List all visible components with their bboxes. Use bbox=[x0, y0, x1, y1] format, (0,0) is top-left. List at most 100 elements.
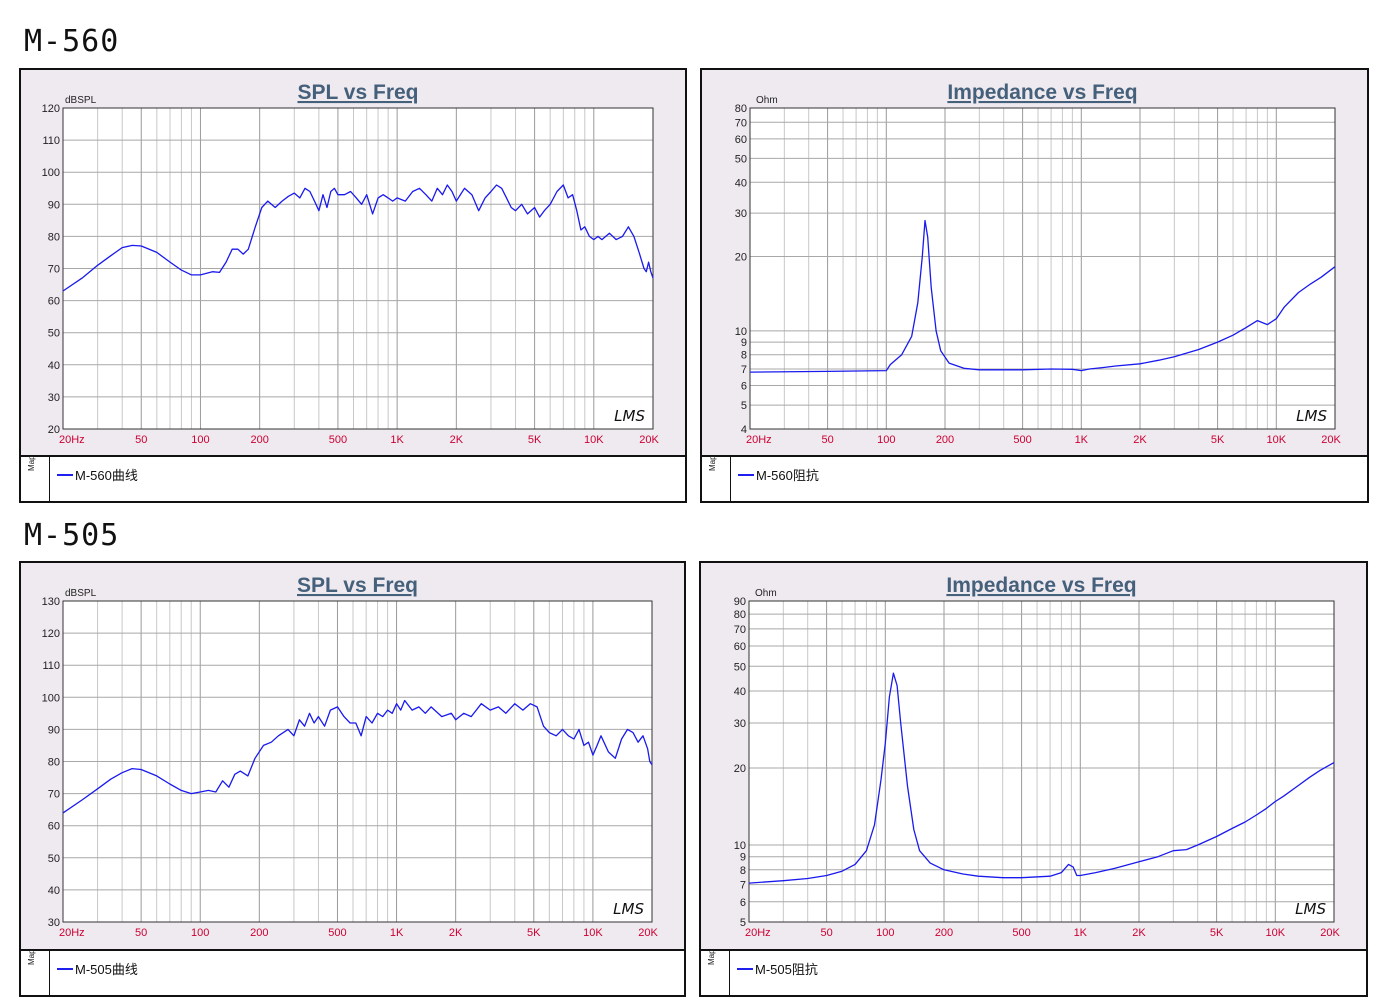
x-tick-label: 20K bbox=[1321, 434, 1341, 446]
series-line bbox=[62, 699, 653, 814]
x-tick-label: 20Hz bbox=[59, 434, 85, 446]
y-tick-label: 5 bbox=[740, 917, 746, 929]
x-tick-label: 2K bbox=[1132, 927, 1146, 939]
x-tick-label: 100 bbox=[191, 927, 209, 939]
chart-panel-m560-impedance: 4 5 6 7 8 9 10 20 30 40 50 60 70 80 20Hz 50 100 200 500 1K 2… bbox=[700, 68, 1369, 503]
y-tick-label: 30 bbox=[735, 208, 747, 220]
x-tick-label: 200 bbox=[935, 927, 953, 939]
y-tick-label: 20 bbox=[734, 763, 746, 775]
map-tab[interactable]: Map bbox=[21, 455, 50, 501]
map-tab[interactable]: Map bbox=[702, 455, 731, 501]
map-tab[interactable]: Map bbox=[21, 949, 50, 995]
y-tick-label: 5 bbox=[741, 400, 747, 412]
series-line bbox=[748, 672, 1335, 884]
chart-plot: 30 40 50 60 70 80 90 100 110 120 130 20Hz 50 100 200 50… bbox=[42, 574, 659, 939]
y-tick-label: 4 bbox=[741, 424, 747, 436]
series-line bbox=[62, 184, 654, 292]
y-tick-label: 100 bbox=[42, 692, 60, 704]
y-tick-label: 9 bbox=[740, 852, 746, 864]
legend-label: M-560阻抗 bbox=[756, 468, 819, 483]
x-tick-label: 1K bbox=[1075, 434, 1089, 446]
legend-entry: M-560阻抗 bbox=[738, 465, 819, 484]
y-tick-label: 80 bbox=[48, 757, 60, 769]
x-tick-label: 10K bbox=[1267, 434, 1287, 446]
x-tick-label: 10K bbox=[1266, 927, 1286, 939]
x-tick-label: 200 bbox=[250, 927, 268, 939]
x-tick-label: 20K bbox=[638, 927, 658, 939]
y-tick-label: 110 bbox=[42, 660, 60, 672]
y-tick-label: 80 bbox=[48, 231, 60, 243]
x-tick-label: 200 bbox=[936, 434, 954, 446]
x-tick-label: 10K bbox=[584, 434, 604, 446]
y-tick-label: 120 bbox=[42, 628, 60, 640]
y-tick-label: 70 bbox=[734, 624, 746, 636]
x-tick-label: 20Hz bbox=[745, 927, 771, 939]
plot-area bbox=[749, 601, 1334, 922]
chart-plot: 20 30 40 50 60 70 80 90 100 110 120 20Hz 50 100 200 500… bbox=[42, 81, 660, 446]
y-tick-label: 60 bbox=[48, 296, 60, 308]
y-tick-label: 40 bbox=[48, 885, 60, 897]
chart-title: SPL vs Freq bbox=[297, 574, 418, 597]
y-tick-label: 20 bbox=[735, 252, 747, 264]
plot-area bbox=[750, 108, 1335, 429]
y-tick-label: 110 bbox=[42, 135, 60, 147]
y-tick-label: 30 bbox=[48, 917, 60, 929]
y-tick-label: 50 bbox=[734, 661, 746, 673]
y-tick-label: 8 bbox=[740, 865, 746, 877]
legend-box: Map M-560阻抗 bbox=[702, 455, 1367, 501]
map-label: Map bbox=[27, 455, 36, 471]
series-line bbox=[749, 219, 1336, 373]
y-tick-label: 50 bbox=[48, 853, 60, 865]
legend-entry: M-505曲线 bbox=[57, 959, 138, 978]
y-unit-label: dBSPL bbox=[65, 95, 97, 106]
y-unit-label: Ohm bbox=[755, 588, 777, 599]
x-tick-label: 50 bbox=[135, 434, 147, 446]
map-tab[interactable]: Map bbox=[701, 949, 730, 995]
lms-watermark: LMS bbox=[1295, 900, 1326, 918]
legend-label: M-505阻抗 bbox=[755, 962, 818, 977]
chart-panel-m505-spl: 30 40 50 60 70 80 90 100 110 120 130 20Hz 50 100 200 50… bbox=[19, 561, 686, 997]
legend-label: M-505曲线 bbox=[75, 962, 138, 977]
plot-frame bbox=[62, 107, 654, 430]
x-tick-label: 1K bbox=[390, 927, 404, 939]
y-tick-label: 70 bbox=[48, 264, 60, 276]
x-tick-label: 5K bbox=[1211, 434, 1225, 446]
x-tick-label: 1K bbox=[1074, 927, 1088, 939]
y-tick-label: 80 bbox=[735, 103, 747, 115]
chart-title: Impedance vs Freq bbox=[947, 81, 1137, 104]
x-tick-label: 500 bbox=[1012, 927, 1030, 939]
y-tick-label: 40 bbox=[735, 177, 747, 189]
x-tick-label: 20K bbox=[1320, 927, 1340, 939]
chart-panel-m560-spl: 20 30 40 50 60 70 80 90 100 110 120 20Hz 50 100 200 500… bbox=[19, 68, 687, 503]
chart-title: SPL vs Freq bbox=[298, 81, 419, 104]
y-tick-label: 50 bbox=[48, 328, 60, 340]
x-tick-label: 50 bbox=[135, 927, 147, 939]
y-tick-label: 60 bbox=[735, 134, 747, 146]
x-tick-label: 5K bbox=[527, 927, 541, 939]
y-unit-label: Ohm bbox=[756, 95, 778, 106]
x-tick-label: 20Hz bbox=[59, 927, 85, 939]
x-tick-label: 20K bbox=[639, 434, 659, 446]
x-tick-label: 100 bbox=[877, 434, 895, 446]
y-tick-label: 50 bbox=[735, 153, 747, 165]
y-tick-label: 90 bbox=[48, 724, 60, 736]
x-tick-label: 50 bbox=[820, 927, 832, 939]
y-tick-label: 20 bbox=[48, 424, 60, 436]
x-tick-label: 1K bbox=[390, 434, 404, 446]
lms-watermark: LMS bbox=[614, 407, 645, 425]
model-title-m505: M-505 bbox=[24, 518, 120, 553]
y-tick-label: 8 bbox=[741, 350, 747, 362]
y-tick-label: 100 bbox=[42, 167, 60, 179]
y-tick-label: 130 bbox=[42, 596, 60, 608]
y-tick-label: 30 bbox=[48, 392, 60, 404]
x-tick-label: 5K bbox=[528, 434, 542, 446]
y-tick-label: 70 bbox=[48, 789, 60, 801]
y-tick-label: 7 bbox=[741, 364, 747, 376]
legend-swatch bbox=[738, 473, 754, 476]
legend-box: Map M-505曲线 bbox=[21, 949, 684, 995]
chart-panel-m505-impedance: 5 6 7 8 9 10 20 30 40 50 60 70 80 90 20Hz 50 100 200 500 1K… bbox=[699, 561, 1368, 997]
x-tick-label: 5K bbox=[1210, 927, 1224, 939]
x-tick-label: 100 bbox=[191, 434, 209, 446]
